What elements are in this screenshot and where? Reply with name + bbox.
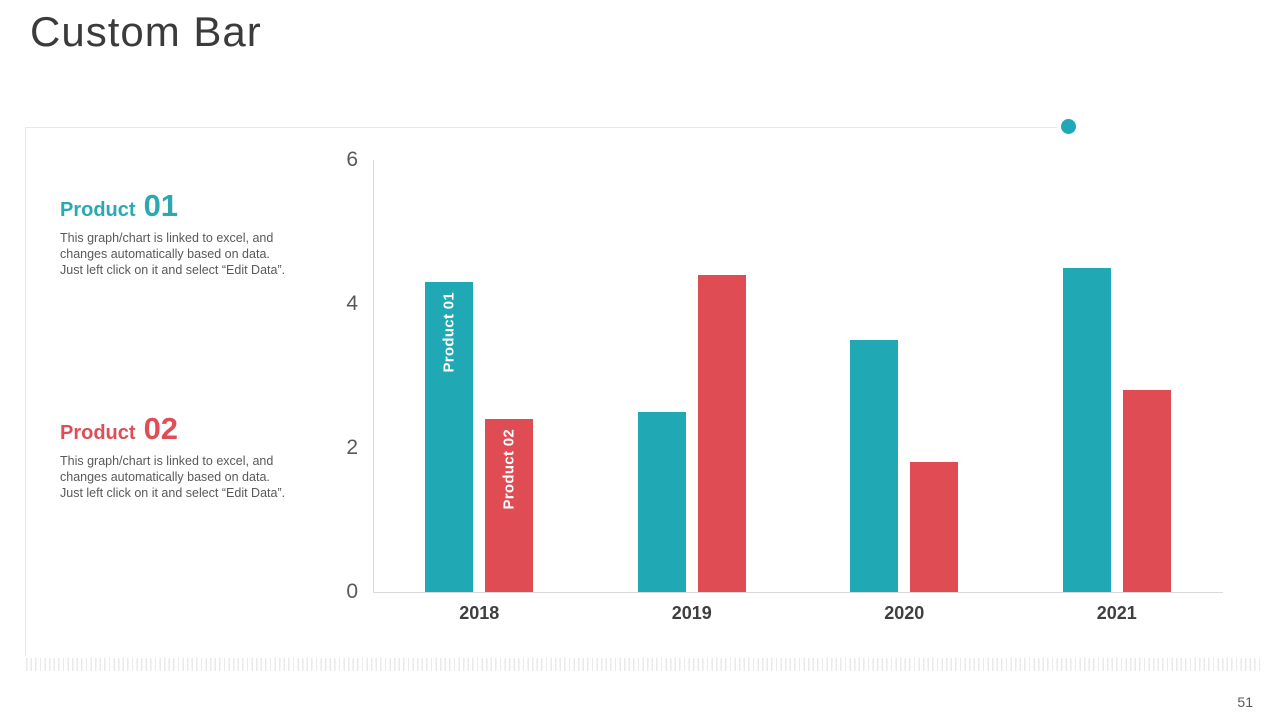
legend-product-01-name: Product xyxy=(60,199,136,221)
bar-product-01-2021 xyxy=(1062,268,1111,592)
legend-product-02-name: Product xyxy=(60,422,136,444)
legend-product-01: Product 01 This graph/chart is linked to… xyxy=(60,190,310,278)
legend-product-01-description: This graph/chart is linked to excel, and… xyxy=(60,230,310,278)
slide-title: Custom Bar xyxy=(30,8,262,55)
x-axis-category-label: 2018 xyxy=(459,603,500,623)
description-line: This graph/chart is linked to excel, and xyxy=(60,231,274,245)
description-line: changes automatically based on data. xyxy=(60,247,270,261)
bar-product-01-2020 xyxy=(850,340,899,592)
accent-dot xyxy=(1061,119,1076,134)
y-axis-tick-label: 6 xyxy=(346,148,358,171)
content-panel-border xyxy=(25,127,1057,656)
in-bar-series-label: Product 01 xyxy=(440,292,458,373)
bottom-dotted-divider xyxy=(26,658,1263,671)
x-axis-category-label: 2019 xyxy=(671,603,712,623)
description-line: This graph/chart is linked to excel, and xyxy=(60,454,274,468)
x-axis-category-label: 2020 xyxy=(884,603,925,623)
legend-product-02-heading: Product 02 xyxy=(60,413,310,445)
description-line: changes automatically based on data. xyxy=(60,470,270,484)
legend-product-01-heading: Product 01 xyxy=(60,190,310,222)
bar-product-02-2020 xyxy=(910,462,959,592)
bar-product-02-2019 xyxy=(697,275,746,592)
bar-product-02-2021 xyxy=(1122,390,1171,592)
legend-product-02-description: This graph/chart is linked to excel, and… xyxy=(60,453,310,501)
y-axis-line xyxy=(373,160,374,592)
y-axis-tick-label: 4 xyxy=(346,292,358,315)
in-bar-series-label: Product 02 xyxy=(500,429,518,510)
y-axis-tick-label: 2 xyxy=(346,436,358,459)
y-axis-tick-label: 0 xyxy=(346,580,358,603)
bar-product-02-2018: Product 02 xyxy=(485,419,534,592)
bar-product-01-2018: Product 01 xyxy=(425,282,474,592)
description-line: Just left click on it and select “Edit D… xyxy=(60,263,286,277)
legend-product-01-number: 01 xyxy=(143,188,179,223)
description-line: Just left click on it and select “Edit D… xyxy=(60,486,286,500)
x-axis-category-label: 2021 xyxy=(1096,603,1137,623)
bar-product-01-2019 xyxy=(637,412,686,592)
page-number: 51 xyxy=(1237,694,1253,710)
legend-product-02: Product 02 This graph/chart is linked to… xyxy=(60,413,310,501)
x-axis-line xyxy=(373,592,1223,593)
legend-product-02-number: 02 xyxy=(143,411,179,446)
